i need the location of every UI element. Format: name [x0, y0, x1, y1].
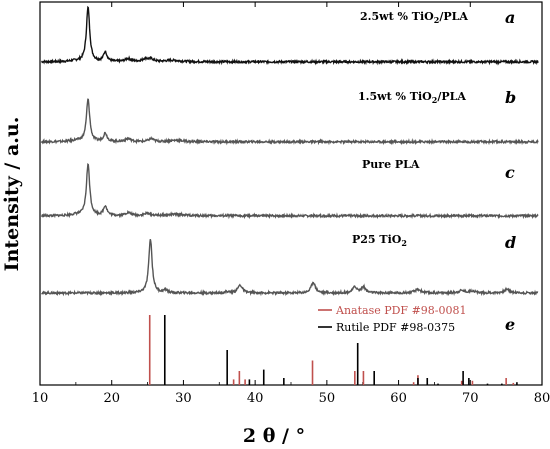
x-tick-label: 70	[462, 391, 479, 406]
x-tick-label: 40	[247, 391, 264, 406]
x-axis-ticks: 10 20 30 40 50 60 70 80	[32, 2, 550, 406]
x-tick-label: 80	[534, 391, 550, 406]
series-label-b: 1.5wt % TiO2/PLA	[358, 90, 466, 105]
legend-label-rutile: Rutile PDF #98-0375	[336, 321, 455, 334]
x-tick-label: 10	[32, 391, 49, 406]
legend-label-anatase: Anatase PDF #98-0081	[335, 304, 467, 317]
curve-a	[41, 5, 539, 66]
x-axis-title: 2 θ / °	[243, 425, 305, 447]
x-tick-label: 30	[175, 391, 192, 406]
curve-c	[40, 162, 539, 220]
x-tick-label: 50	[319, 391, 336, 406]
legend: Anatase PDF #98-0081 Rutile PDF #98-0375	[318, 304, 467, 334]
series-label-c: Pure PLA	[362, 158, 420, 171]
diffraction-curves	[40, 5, 539, 297]
series-label-d: P25 TiO2	[352, 233, 407, 248]
series-letter-a: a	[505, 8, 515, 27]
series-label-a: 2.5wt % TiO2/PLA	[360, 10, 468, 25]
series-letter-d: d	[505, 233, 516, 252]
y-axis-title: Intensity / a.u.	[1, 117, 23, 272]
series-letter-e: e	[505, 315, 515, 334]
curve-d	[41, 239, 539, 297]
x-tick-label: 20	[103, 391, 120, 406]
series-letter-b: b	[505, 88, 516, 107]
series-labels: 2.5wt % TiO2/PLA a 1.5wt % TiO2/PLA b Pure P…	[352, 8, 516, 334]
curve-b	[40, 98, 539, 146]
x-tick-label: 60	[390, 391, 407, 406]
reference-lines	[148, 315, 518, 385]
series-letter-c: c	[505, 163, 515, 182]
